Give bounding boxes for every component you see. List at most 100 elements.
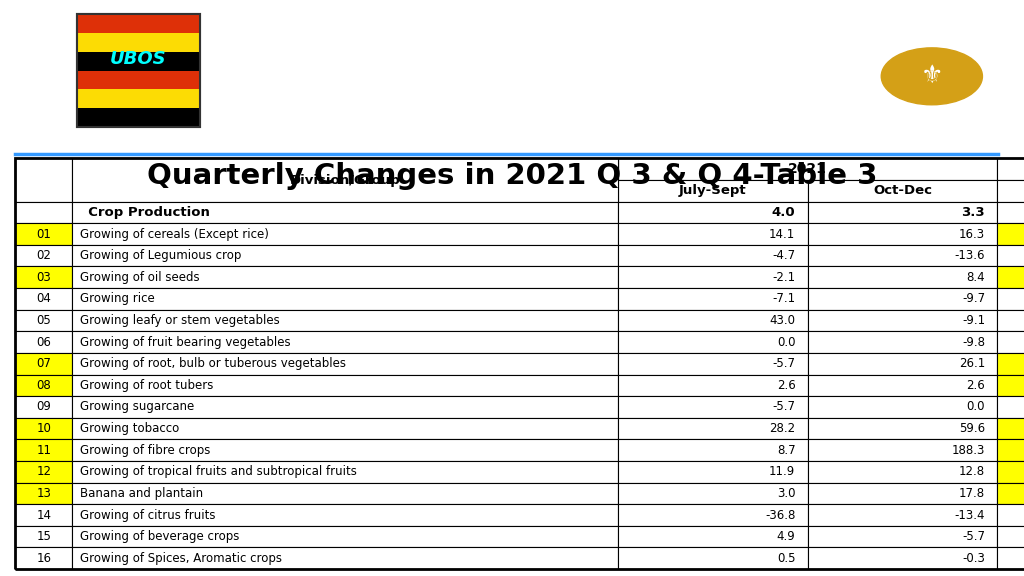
Bar [808,374,997,396]
Text: 0.0: 0.0 [967,400,985,414]
Bar [73,245,617,267]
Bar [617,526,808,547]
Text: Growing of fibre crops: Growing of fibre crops [80,444,210,457]
Text: 0.0: 0.0 [777,336,796,348]
Text: UBOS: UBOS [110,50,167,69]
Bar [73,461,617,483]
Bar [73,547,617,569]
Bar [15,374,73,396]
Bar [617,202,808,223]
Text: 06: 06 [37,336,51,348]
Bar [73,267,617,288]
Text: 13: 13 [37,487,51,500]
Bar [617,461,808,483]
Bar [73,526,617,547]
Text: 16.3: 16.3 [959,228,985,241]
Bar [997,202,1024,223]
Bar [808,483,997,504]
Bar [15,418,73,439]
Bar [77,89,200,108]
Bar [617,439,808,461]
Bar [77,14,200,127]
Bar [808,396,997,418]
Bar [73,158,617,180]
Text: Growing rice: Growing rice [80,293,155,305]
Bar [15,396,73,418]
Bar [808,353,997,374]
Bar [77,71,200,89]
Text: Crop Production: Crop Production [79,206,209,219]
Bar [73,202,617,223]
Text: Growing of beverage crops: Growing of beverage crops [80,530,239,543]
Text: 8.4: 8.4 [967,271,985,284]
Text: 12: 12 [37,465,51,478]
Bar [997,547,1024,569]
Text: -13.6: -13.6 [954,249,985,262]
Bar [15,158,1024,569]
Bar [808,504,997,526]
Bar [808,202,997,223]
Bar [77,52,200,70]
Bar [997,180,1024,202]
Bar [617,396,808,418]
Text: Growing of Spices, Aromatic crops: Growing of Spices, Aromatic crops [80,552,282,565]
Text: 08: 08 [37,379,51,392]
Bar [808,526,997,547]
Bar [808,418,997,439]
Bar [997,418,1024,439]
Bar [15,202,73,223]
Text: Oct-Dec: Oct-Dec [873,184,932,198]
Bar [808,331,997,353]
Text: Growing of root tubers: Growing of root tubers [80,379,213,392]
Bar [997,288,1024,310]
Bar [617,374,808,396]
Text: Growing of fruit bearing vegetables: Growing of fruit bearing vegetables [80,336,290,348]
Bar [808,461,997,483]
Text: 3.3: 3.3 [962,206,985,219]
Text: Banana and plantain: Banana and plantain [80,487,203,500]
Bar [73,439,617,461]
Text: 0.5: 0.5 [777,552,796,565]
Bar [15,547,73,569]
Bar [997,158,1024,180]
Bar [808,180,997,202]
Bar [997,353,1024,374]
Text: Growing of oil seeds: Growing of oil seeds [80,271,200,284]
Bar [15,439,73,461]
Text: -5.7: -5.7 [772,400,796,414]
Text: 2.6: 2.6 [776,379,796,392]
Text: 28.2: 28.2 [769,422,796,435]
Text: Growing tobacco: Growing tobacco [80,422,179,435]
Text: 12.8: 12.8 [959,465,985,478]
Text: 16: 16 [37,552,51,565]
Bar [73,158,617,202]
Bar [617,223,808,245]
Text: 01: 01 [37,228,51,241]
Bar [617,310,808,331]
Bar [77,108,200,127]
Text: -13.4: -13.4 [954,509,985,521]
Bar [808,223,997,245]
Bar [997,310,1024,331]
Bar [15,288,73,310]
Bar [15,461,73,483]
Text: 02: 02 [37,249,51,262]
Bar [617,288,808,310]
Text: 10: 10 [37,422,51,435]
Bar [15,483,73,504]
Text: -0.3: -0.3 [963,552,985,565]
Bar [73,331,617,353]
Bar [73,288,617,310]
Text: 04: 04 [37,293,51,305]
Text: 4.9: 4.9 [776,530,796,543]
Bar [77,14,200,33]
Text: 05: 05 [37,314,51,327]
Bar [808,439,997,461]
Text: 14: 14 [37,509,51,521]
Text: 4.0: 4.0 [772,206,796,219]
Text: Growing of root, bulb or tuberous vegetables: Growing of root, bulb or tuberous vegeta… [80,357,345,370]
Bar [15,310,73,331]
Bar [997,526,1024,547]
Bar [15,353,73,374]
Bar [73,353,617,374]
